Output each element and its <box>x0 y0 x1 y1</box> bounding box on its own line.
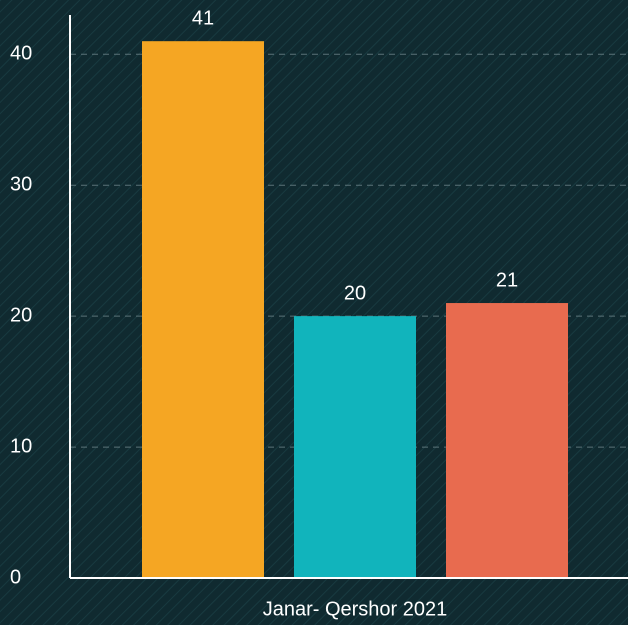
y-tick-label: 30 <box>10 173 32 195</box>
value-label: 21 <box>496 269 518 291</box>
y-tick-label: 40 <box>10 43 32 65</box>
y-tick-label: 0 <box>10 566 21 588</box>
y-tick-label: 20 <box>10 304 32 326</box>
x-tick-label: Janar- Qershor 2021 <box>263 598 448 620</box>
value-label: 41 <box>192 7 214 29</box>
value-label: 20 <box>344 282 366 304</box>
y-tick-label: 10 <box>10 435 32 457</box>
bar <box>142 41 264 579</box>
bar <box>446 303 568 578</box>
bar <box>294 316 416 578</box>
